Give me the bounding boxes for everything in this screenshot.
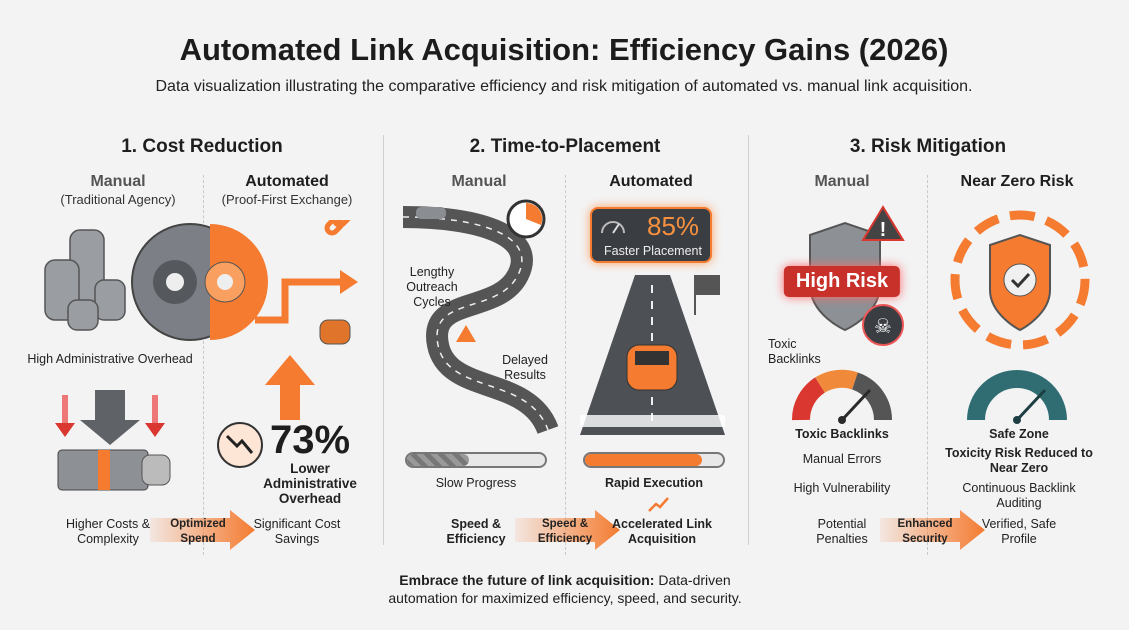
section-title-cost: 1. Cost Reduction	[121, 136, 283, 157]
manual-subheading: (Traditional Agency)	[60, 192, 176, 207]
svg-text:☠: ☠	[874, 316, 892, 338]
automated-subheading: (Proof-First Exchange)	[221, 192, 353, 207]
toxic-gauge-icon	[792, 369, 893, 424]
footer-line-2: automation for maximized efficiency, spe…	[388, 590, 742, 606]
cost-stat-label: Lower Administrative Overhead	[263, 461, 357, 506]
slow-progress-label: Slow Progress	[435, 476, 517, 490]
safe-gauge-icon	[967, 370, 1067, 424]
automated-heading: Automated	[609, 173, 693, 190]
section-divider	[383, 135, 384, 545]
rapid-progress-label: Rapid Execution	[605, 476, 703, 490]
column-divider	[927, 175, 928, 555]
svg-text:!: !	[880, 219, 887, 241]
automated-result: Verified, Safe Profile	[981, 517, 1057, 546]
footer-text-1: Data-driven	[654, 572, 731, 588]
high-vulnerability: High Vulnerability	[793, 481, 891, 495]
manual-errors: Manual Errors	[802, 452, 882, 466]
manual-result: Potential Penalties	[816, 517, 868, 546]
page-title: Automated Link Acquisition: Efficiency G…	[179, 32, 949, 67]
footer-line-1: Embrace the future of link acquisition: …	[399, 572, 730, 588]
footer-lead: Embrace the future of link acquisition:	[399, 572, 655, 588]
time-stat: 85%	[647, 211, 700, 241]
arrow-optimized	[150, 510, 255, 550]
automated-result: Accelerated Link Acquisition	[611, 517, 713, 546]
arrow-optimized-label: Optimized Spend	[170, 518, 226, 545]
slow-progress-bar	[405, 452, 547, 468]
automated-heading: Automated	[245, 173, 329, 190]
arrow-security-label: Enhanced Security	[897, 518, 953, 545]
shield-chain-icon	[950, 210, 1090, 350]
callout-high-overhead: High Administrative Overhead	[27, 352, 193, 366]
manual-heading: Manual	[90, 173, 146, 190]
column-divider	[565, 175, 566, 555]
gears-coins-icon	[44, 220, 358, 345]
automated-result: Significant Cost Savings	[253, 517, 341, 546]
section-title-risk: 3. Risk Mitigation	[849, 136, 1007, 157]
faster-placement-panel: 85% Faster Placement	[590, 207, 712, 263]
manual-heading: Manual	[451, 173, 507, 190]
arrow-speed	[515, 510, 620, 550]
up-arrow-icon	[265, 355, 315, 420]
highway-car-icon	[580, 275, 725, 435]
high-risk-badge: High Risk	[783, 266, 901, 297]
section-title-time: 2. Time-to-Placement	[469, 136, 661, 157]
arrow-speed-label: Speed & Efficiency	[537, 518, 593, 545]
toxicity-reduced-label: Toxicity Risk Reduced to Near Zero	[945, 446, 1093, 475]
manual-result: Speed & Efficiency	[446, 517, 506, 546]
callout-delayed-results: Delayed Results	[502, 353, 548, 382]
manual-heading: Manual	[814, 173, 870, 190]
column-divider	[203, 175, 204, 555]
trend-up-icon	[648, 497, 669, 512]
manual-result: Higher Costs & Complexity	[65, 517, 151, 546]
callout-lengthy-cycles: Lengthy Outreach Cycles	[406, 265, 458, 309]
section-divider	[748, 135, 749, 545]
cash-stack-icon	[55, 390, 171, 491]
toxic-gauge-label: Toxic Backlinks	[795, 427, 889, 441]
safe-zone-label: Safe Zone	[989, 427, 1049, 441]
rapid-progress-bar	[583, 452, 725, 468]
winding-road-icon	[402, 199, 558, 435]
callout-toxic-backlinks: Toxic Backlinks	[768, 337, 821, 366]
time-stat-label: Faster Placement	[604, 244, 702, 258]
continuous-auditing: Continuous Backlink Auditing	[962, 481, 1076, 510]
cost-stat: 73%	[270, 418, 351, 462]
page-subtitle: Data visualization illustrating the comp…	[155, 78, 973, 95]
speedometer-icon	[601, 221, 625, 234]
trend-down-icon	[217, 422, 263, 468]
arrow-security	[880, 510, 985, 550]
automated-heading: Near Zero Risk	[960, 173, 1074, 190]
